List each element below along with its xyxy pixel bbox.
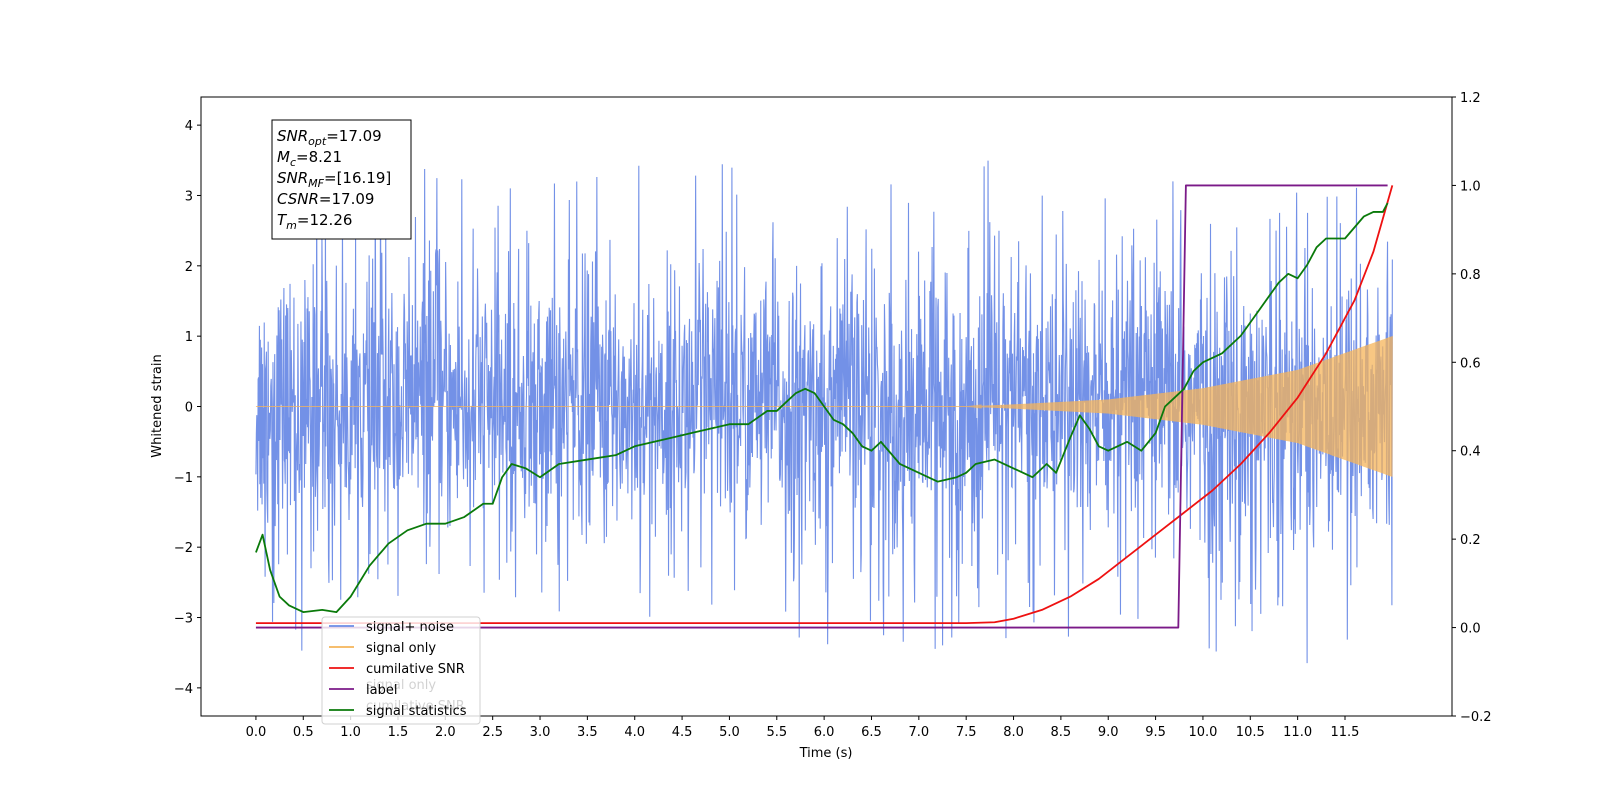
info-line: CSNR=17.09 (277, 190, 374, 208)
series-signal-statistics-line (255, 202, 1389, 613)
x-tick-label: 3.5 (577, 725, 598, 740)
info-value: =12.26 (297, 211, 353, 229)
y-tick-label: 1 (185, 330, 193, 345)
legend-label: signal statistics (366, 704, 467, 719)
x-tick-label: 3.0 (530, 725, 551, 740)
x-tick-label: 4.0 (624, 725, 645, 740)
info-subscript: c (290, 156, 296, 169)
y-tick-label: 4 (185, 119, 193, 134)
x-tick-label: 7.5 (956, 725, 977, 740)
series-cumilative-snr-line (255, 185, 1394, 625)
x-tick-label: 5.5 (766, 725, 787, 740)
y-tick-label: −2 (174, 541, 193, 556)
info-box-frame (271, 119, 412, 240)
y-tick-label: 0 (185, 401, 193, 416)
x-tick-label: 9.0 (1098, 725, 1119, 740)
y2-tick-label: −0.2 (1460, 710, 1492, 725)
x-tick-label: 10.5 (1236, 725, 1265, 740)
y-tick-label: −4 (174, 682, 193, 697)
x-tick-label: 1.0 (340, 725, 361, 740)
x-tick-label: 2.5 (482, 725, 503, 740)
y-axis-title: Whitened strain (150, 354, 165, 457)
info-lines: SNRopt=17.09Mc=8.21SNRMF=[16.19]CSNR=17.… (277, 127, 391, 232)
legend-frame (321, 616, 481, 725)
info-symbol: CSNR (277, 190, 319, 208)
legend-label: label (366, 683, 397, 698)
info-symbol: M (277, 148, 290, 166)
x-tick-label: 4.5 (672, 725, 693, 740)
info-value: =17.09 (326, 127, 382, 145)
x-tick-label: 1.5 (388, 725, 409, 740)
info-line: SNRMF=[16.19] (277, 169, 391, 190)
info-symbol: SNR (277, 169, 308, 187)
legend-items: signal+ noise signal only cumilative SNR la… (329, 620, 467, 719)
x-tick-label: 6.5 (861, 725, 882, 740)
y2-tick-label: 1.0 (1460, 179, 1481, 194)
info-value: =[16.19] (324, 169, 391, 187)
x-tick-label: 5.0 (719, 725, 740, 740)
x-tick-label: 11.5 (1331, 725, 1360, 740)
y-tick-label: −1 (174, 471, 193, 486)
x-axis-title: Time (s) (799, 746, 853, 761)
info-box: SNRopt=17.09Mc=8.21SNRMF=[16.19]CSNR=17.… (271, 119, 412, 240)
info-subscript: m (286, 219, 297, 232)
info-subscript: MF (308, 177, 324, 190)
y2-tick-label: 0.4 (1460, 445, 1481, 460)
y2-tick-label: 0.6 (1460, 356, 1481, 371)
info-value: =17.09 (319, 190, 375, 208)
series-label-line (255, 184, 1388, 629)
x-tick-label: 6.0 (814, 725, 835, 740)
x-tick-label: 2.0 (435, 725, 456, 740)
legend-label: cumilative SNR (366, 662, 465, 677)
info-line: SNRopt=17.09 (277, 127, 382, 148)
y2-tick-label: 0.8 (1460, 268, 1481, 283)
info-line: Mc=8.21 (277, 148, 342, 169)
legend-label: signal only (366, 641, 436, 656)
info-symbol: T (277, 211, 288, 229)
legend-label: signal+ noise (366, 620, 454, 635)
info-line: Tm=12.26 (277, 211, 352, 232)
y-tick-label: 2 (185, 260, 193, 275)
info-symbol: SNR (277, 127, 308, 145)
info-subscript: opt (308, 135, 327, 148)
x-tick-label: 8.5 (1051, 725, 1072, 740)
x-tick-label: 10.0 (1188, 725, 1217, 740)
y2-tick-label: 0.0 (1460, 622, 1481, 637)
x-tick-label: 8.0 (1003, 725, 1024, 740)
x-tick-label: 0.0 (246, 725, 267, 740)
x-tick-label: 0.5 (293, 725, 314, 740)
series-layer (255, 160, 1394, 664)
x-tick-label: 7.0 (908, 725, 929, 740)
y-tick-label: −3 (174, 612, 193, 627)
y2-tick-label: 0.2 (1460, 533, 1481, 548)
x-tick-label: 9.5 (1145, 725, 1166, 740)
y2-tick-label: 1.2 (1460, 91, 1481, 106)
x-tick-label: 11.0 (1283, 725, 1312, 740)
info-value: =8.21 (296, 148, 342, 166)
y-tick-label: 3 (185, 189, 193, 204)
axes-layer: 0.0 0.5 1.0 1.5 2.0 2.5 3.0 3.5 4.0 4.5 5.0 5.5 6.0 6… (174, 91, 1492, 740)
